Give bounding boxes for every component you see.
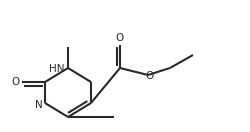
Text: N: N [35,100,43,110]
Text: O: O [12,77,20,87]
Text: HN: HN [48,64,64,74]
Text: O: O [116,33,124,43]
Text: O: O [145,71,153,81]
